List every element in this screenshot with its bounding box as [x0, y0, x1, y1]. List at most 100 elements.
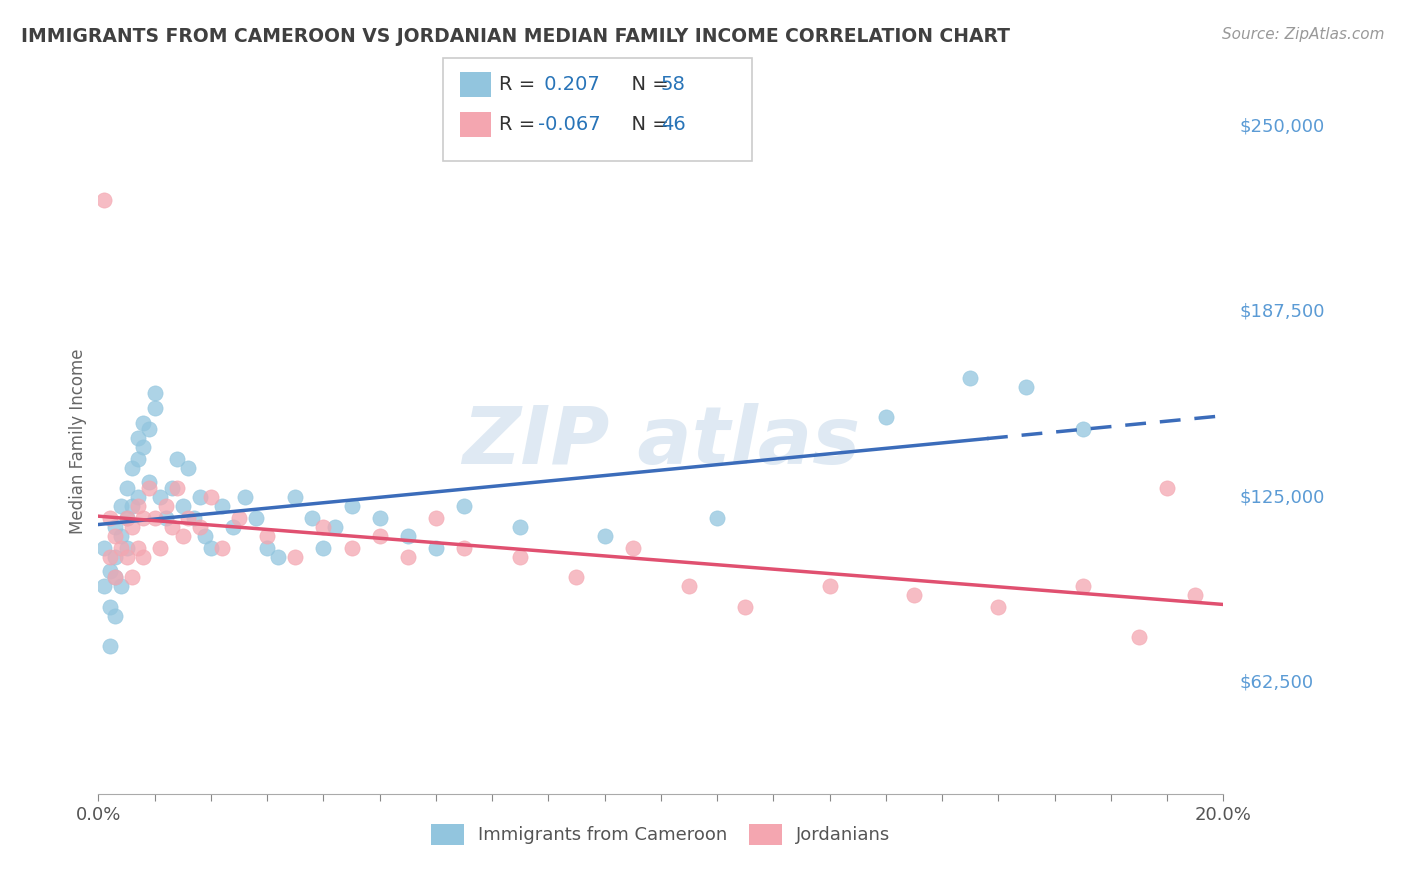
Point: [734, 599, 756, 614]
Point: [368, 529, 391, 543]
Point: [188, 520, 211, 534]
Point: [132, 440, 155, 454]
Point: [172, 499, 194, 513]
Point: [160, 520, 183, 534]
Point: [127, 499, 149, 513]
Point: [211, 541, 233, 555]
Point: [127, 541, 149, 555]
Point: [188, 490, 211, 504]
Point: [93, 194, 115, 208]
Text: R =: R =: [499, 75, 541, 95]
Point: [166, 481, 188, 495]
Point: [1071, 422, 1094, 436]
Text: -0.067: -0.067: [538, 115, 602, 135]
Point: [104, 529, 127, 543]
Point: [121, 499, 143, 513]
Point: [678, 579, 700, 593]
Point: [132, 511, 155, 525]
Point: [368, 511, 391, 525]
Point: [143, 386, 166, 401]
Text: ZIP atlas: ZIP atlas: [461, 402, 860, 481]
Text: 58: 58: [661, 75, 686, 95]
Point: [132, 416, 155, 430]
Text: 0.207: 0.207: [538, 75, 600, 95]
Point: [312, 520, 335, 534]
Point: [115, 541, 138, 555]
Point: [396, 549, 419, 564]
Y-axis label: Median Family Income: Median Family Income: [69, 349, 87, 534]
Point: [143, 511, 166, 525]
Point: [1184, 588, 1206, 602]
Point: [166, 451, 188, 466]
Point: [256, 541, 278, 555]
Point: [149, 490, 172, 504]
Point: [200, 541, 222, 555]
Point: [115, 511, 138, 525]
Point: [138, 422, 160, 436]
Point: [1156, 481, 1178, 495]
Point: [301, 511, 323, 525]
Point: [110, 579, 132, 593]
Point: [453, 541, 475, 555]
Point: [160, 481, 183, 495]
Point: [706, 511, 728, 525]
Point: [121, 570, 143, 584]
Point: [267, 549, 290, 564]
Point: [903, 588, 925, 602]
Point: [110, 529, 132, 543]
Point: [127, 451, 149, 466]
Point: [183, 511, 205, 525]
Text: $125,000: $125,000: [1240, 488, 1326, 506]
Point: [110, 541, 132, 555]
Point: [425, 511, 447, 525]
Point: [155, 511, 177, 525]
Point: [987, 599, 1010, 614]
Point: [115, 481, 138, 495]
Legend: Immigrants from Cameroon, Jordanians: Immigrants from Cameroon, Jordanians: [432, 824, 890, 845]
Point: [312, 541, 335, 555]
Point: [228, 511, 250, 525]
Point: [110, 499, 132, 513]
Point: [104, 520, 127, 534]
Point: [177, 460, 200, 475]
Point: [425, 541, 447, 555]
Point: [396, 529, 419, 543]
Text: R =: R =: [499, 115, 541, 135]
Point: [172, 529, 194, 543]
Point: [245, 511, 267, 525]
Point: [509, 549, 531, 564]
Point: [959, 371, 981, 385]
Point: [98, 511, 121, 525]
Point: [509, 520, 531, 534]
Point: [98, 549, 121, 564]
Point: [93, 579, 115, 593]
Point: [323, 520, 346, 534]
Point: [621, 541, 644, 555]
Text: N =: N =: [619, 75, 675, 95]
Point: [143, 401, 166, 416]
Point: [593, 529, 616, 543]
Point: [104, 570, 127, 584]
Point: [194, 529, 217, 543]
Text: 46: 46: [661, 115, 686, 135]
Point: [1071, 579, 1094, 593]
Point: [200, 490, 222, 504]
Point: [875, 410, 897, 425]
Point: [340, 499, 363, 513]
Point: [121, 460, 143, 475]
Point: [256, 529, 278, 543]
Point: [149, 541, 172, 555]
Text: Source: ZipAtlas.com: Source: ZipAtlas.com: [1222, 27, 1385, 42]
Point: [93, 541, 115, 555]
Text: N =: N =: [619, 115, 675, 135]
Text: $62,500: $62,500: [1240, 673, 1315, 691]
Point: [177, 511, 200, 525]
Point: [233, 490, 256, 504]
Point: [1015, 380, 1038, 394]
Text: IMMIGRANTS FROM CAMEROON VS JORDANIAN MEDIAN FAMILY INCOME CORRELATION CHART: IMMIGRANTS FROM CAMEROON VS JORDANIAN ME…: [21, 27, 1010, 45]
Point: [138, 481, 160, 495]
Point: [104, 570, 127, 584]
Point: [565, 570, 588, 584]
Point: [155, 499, 177, 513]
Point: [284, 490, 307, 504]
